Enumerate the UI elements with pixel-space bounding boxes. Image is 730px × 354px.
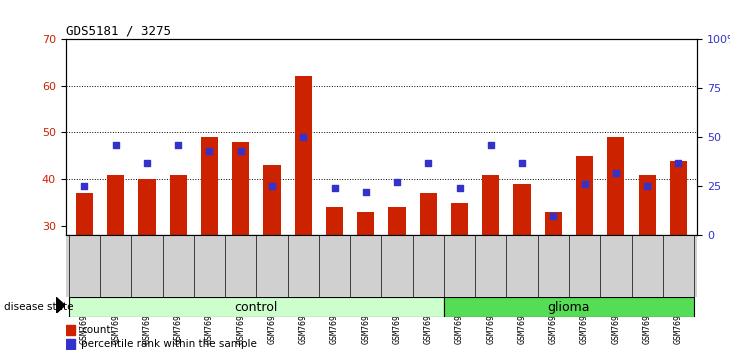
Bar [357, 212, 374, 235]
Point [641, 183, 653, 189]
Bar [576, 156, 593, 235]
Bar [483, 175, 499, 235]
Point [266, 183, 278, 189]
Point [516, 160, 528, 166]
Point [141, 160, 153, 166]
Text: percentile rank within the sample: percentile rank within the sample [82, 339, 258, 349]
Bar [451, 202, 468, 235]
Point [172, 142, 184, 148]
Bar [545, 212, 562, 235]
Bar [169, 175, 187, 235]
Text: control: control [235, 301, 278, 314]
Point [360, 189, 372, 195]
Point [391, 179, 403, 185]
Point [548, 213, 559, 218]
Bar [326, 207, 343, 235]
Bar [232, 142, 250, 235]
Bar [66, 325, 75, 335]
Point [672, 160, 684, 166]
Bar [444, 297, 694, 317]
Bar [139, 179, 155, 235]
Point [485, 142, 496, 148]
Text: glioma: glioma [548, 301, 591, 314]
Point [204, 148, 215, 154]
Bar [107, 175, 124, 235]
Bar [513, 184, 531, 235]
Text: GDS5181 / 3275: GDS5181 / 3275 [66, 25, 171, 38]
Point [297, 134, 309, 140]
Point [235, 148, 247, 154]
Bar [607, 137, 624, 235]
Bar [66, 339, 75, 349]
Point [328, 185, 340, 191]
Polygon shape [56, 297, 65, 313]
Text: count: count [82, 325, 111, 335]
Bar [420, 193, 437, 235]
Bar [670, 161, 687, 235]
Bar [388, 207, 406, 235]
Point [579, 182, 591, 187]
Bar [201, 137, 218, 235]
Bar [69, 297, 444, 317]
Bar [639, 175, 656, 235]
Bar [264, 165, 280, 235]
Point [79, 183, 91, 189]
Point [423, 160, 434, 166]
Bar [295, 76, 312, 235]
Bar [76, 193, 93, 235]
Point [454, 185, 466, 191]
Point [110, 142, 122, 148]
Text: disease state: disease state [4, 302, 73, 312]
Point [610, 170, 622, 175]
